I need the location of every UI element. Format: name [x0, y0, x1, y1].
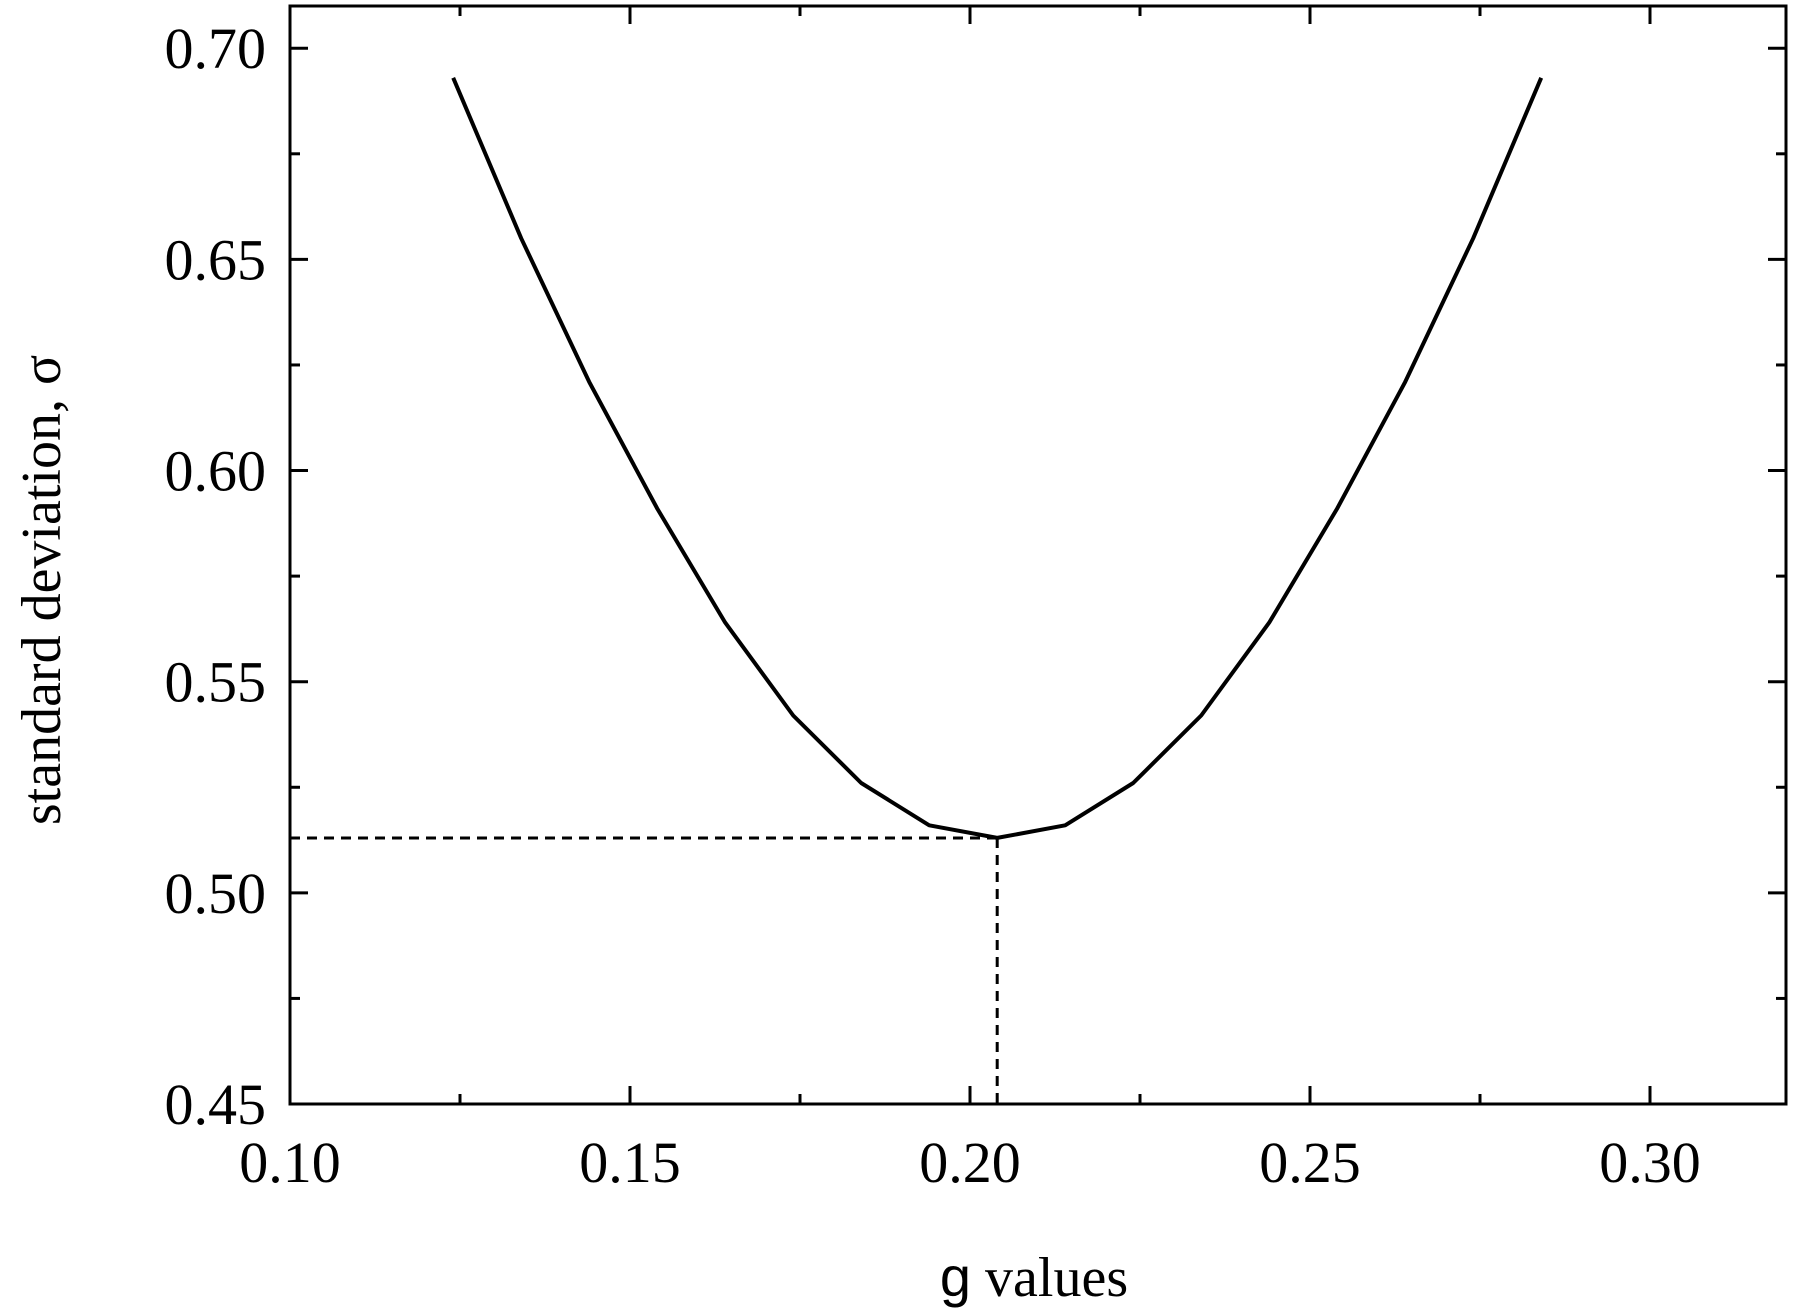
axis-ticks [288, 6, 1786, 1106]
x-axis-symbol: g [940, 1245, 971, 1308]
series-line-0 [451, 77, 1544, 840]
y-axis-label: standard deviation, σ [11, 355, 73, 825]
x-tick-labels: 0.10 0.15 0.20 0.25 0.30 [239, 1130, 1701, 1195]
y-tick-label: 0.60 [165, 439, 267, 504]
x-axis-label: g values [940, 1245, 1128, 1309]
x-tick-label: 0.10 [239, 1130, 341, 1195]
minimum-guide-lines [290, 836, 999, 1104]
y-tick-labels: 0.45 0.50 0.55 0.60 0.65 0.70 [165, 16, 267, 1137]
y-tick-label: 0.70 [165, 16, 267, 81]
x-tick-label: 0.25 [1259, 1130, 1361, 1195]
x-axis-label-text: values [971, 1247, 1128, 1309]
y-tick-label: 0.45 [165, 1072, 267, 1137]
y-tick-label: 0.55 [165, 650, 267, 715]
y-tick-label: 0.65 [165, 227, 267, 292]
x-tick-label: 0.15 [579, 1130, 681, 1195]
x-tick-label: 0.20 [919, 1130, 1021, 1195]
plot-frame [288, 4, 1788, 1106]
y-tick-label: 0.50 [165, 861, 267, 926]
x-tick-label: 0.30 [1599, 1130, 1701, 1195]
data-series [451, 77, 1544, 840]
